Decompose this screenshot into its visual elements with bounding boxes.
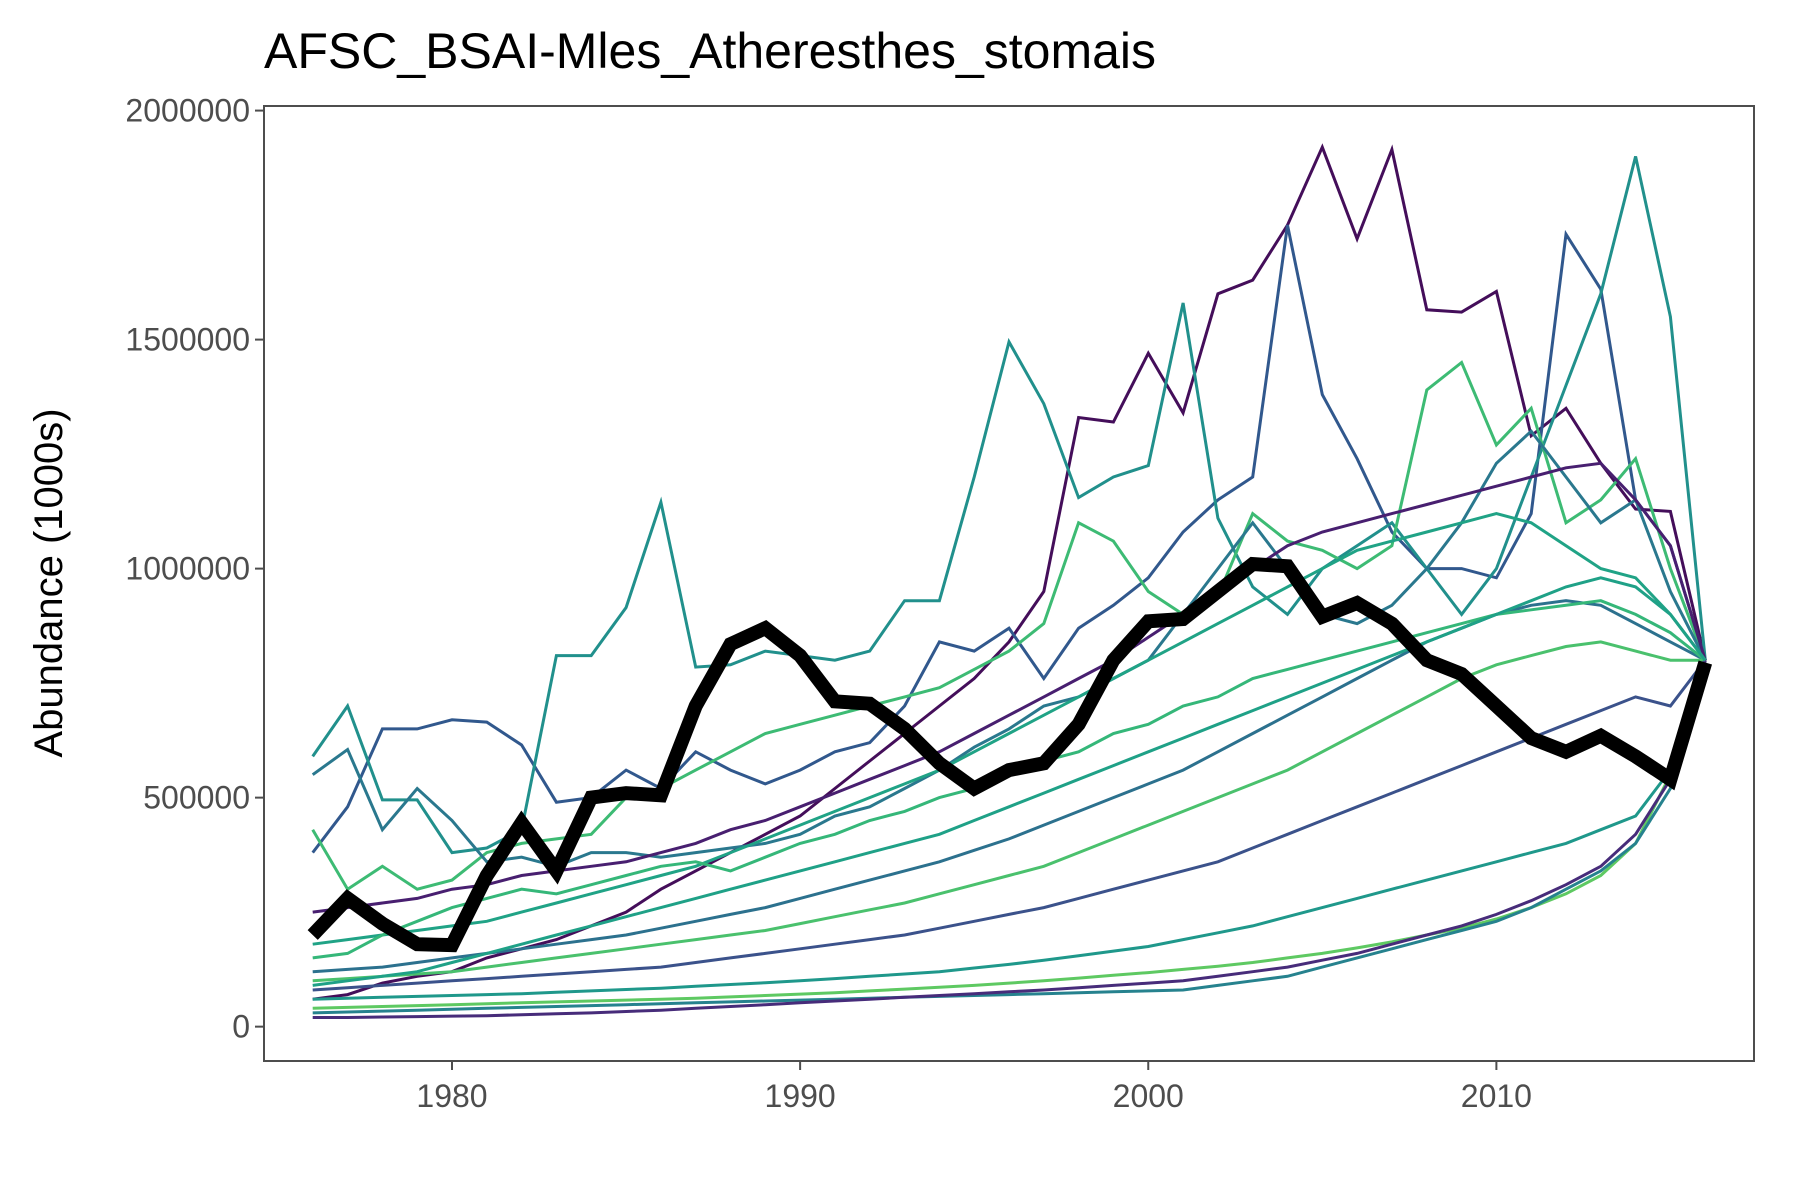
y-axis-label: Abundance (1000s) — [27, 408, 71, 757]
y-tick-label: 1500000 — [125, 322, 250, 358]
x-tick-label: 2010 — [1461, 1078, 1532, 1114]
y-tick-label: 500000 — [143, 780, 250, 816]
series-line-sim-k — [312, 659, 1707, 1001]
series-line-sim-l — [312, 659, 1707, 1010]
series-layer — [307, 143, 1713, 1019]
series-line-sim-a — [312, 143, 1707, 1001]
series-line-sim-n — [312, 659, 1707, 1019]
x-tick-label: 1980 — [416, 1078, 487, 1114]
chart-title: AFSC_BSAI-Mles_Atheresthes_stomais — [264, 23, 1156, 79]
series-line-sim-f — [312, 461, 1707, 914]
x-tick-label: 1990 — [765, 1078, 836, 1114]
y-tick-label: 1000000 — [125, 551, 250, 587]
series-line-sim-d — [311, 360, 1707, 892]
series-line-sim-c — [311, 156, 1707, 855]
x-tick-label: 2000 — [1113, 1078, 1184, 1114]
series-line-sim-p — [312, 576, 1707, 987]
series-line-sim-m — [312, 659, 1707, 1015]
axis-layer: 0 500000 1000000 1500000 2000000 1980 1990 2000… — [125, 93, 1532, 1114]
series-line-sim-j — [312, 659, 1707, 992]
y-tick-label: 2000000 — [125, 93, 250, 129]
series-line-observed — [307, 556, 1713, 953]
series-line-sim-b — [311, 224, 1707, 854]
series-line-sim-i — [312, 640, 1706, 983]
y-tick-label: 0 — [232, 1009, 250, 1045]
plot-panel — [263, 105, 1755, 1062]
series-line-sim-g — [312, 512, 1707, 946]
